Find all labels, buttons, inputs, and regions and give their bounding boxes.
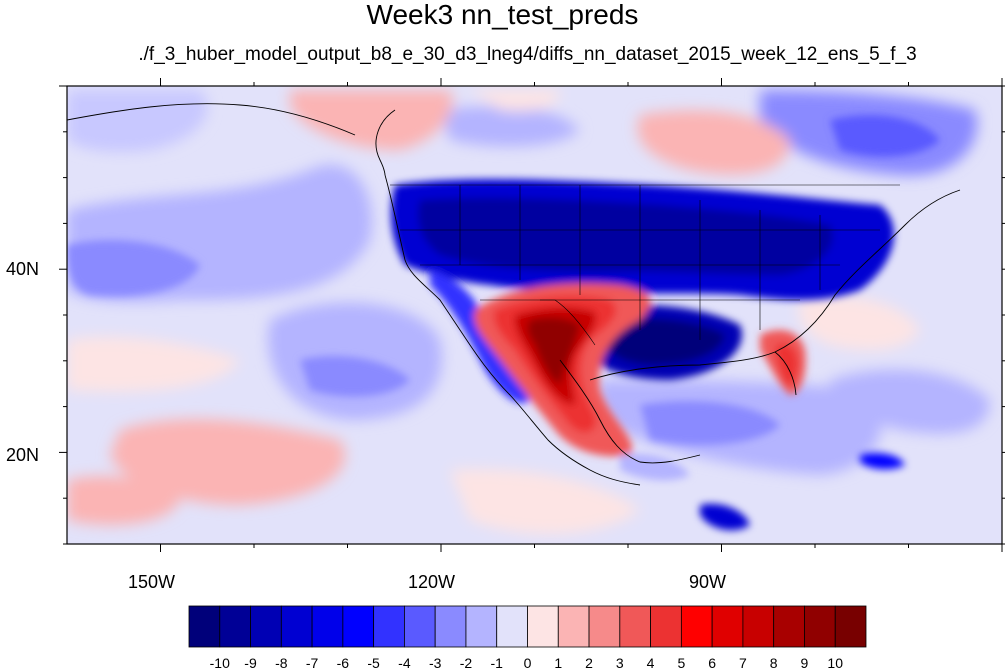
colorbar-swatch	[527, 605, 559, 648]
anomaly-field	[67, 86, 1002, 544]
colorbar-tick-label: 9	[800, 655, 809, 671]
colorbar-tick-label: -7	[305, 655, 319, 671]
colorbar-swatch	[250, 605, 282, 648]
anomaly-blobs-core	[67, 115, 940, 531]
lon-label-120w: 120W	[408, 572, 456, 592]
colorbar-tick-label: 2	[585, 655, 593, 671]
colorbar-swatch	[434, 605, 467, 648]
colorbar-swatch	[557, 605, 590, 648]
colorbar-swatch	[311, 605, 344, 648]
colorbar-swatch	[650, 605, 682, 648]
colorbar-tick-label: -5	[367, 655, 380, 671]
colorbar-tick-label: -1	[490, 655, 503, 671]
colorbar-swatch	[804, 605, 836, 648]
lat-label-20n: 20N	[6, 445, 40, 465]
colorbar-swatch	[280, 605, 313, 648]
colorbar-tick-label: 10	[827, 655, 843, 671]
colorbar-swatch	[188, 605, 221, 648]
colorbar-tick-label: 6	[708, 655, 717, 671]
colorbar-tick-label: -9	[244, 655, 257, 671]
colorbar	[188, 605, 867, 648]
colorbar-tick-label: -10	[209, 655, 230, 671]
colorbar-tick-label: 7	[739, 655, 747, 671]
coastlines	[67, 103, 961, 486]
colorbar-swatch	[680, 605, 713, 648]
colorbar-swatch	[342, 605, 375, 648]
colorbar-swatch	[588, 605, 621, 648]
political-borders	[390, 184, 900, 346]
colorbar-swatch	[219, 605, 251, 648]
colorbar-tick-label: 0	[523, 655, 532, 671]
colorbar-tick-label: -6	[336, 655, 350, 671]
colorbar-tick-label: -2	[459, 655, 473, 671]
chart-subtitle: ./f_3_huber_model_output_b8_e_30_d3_lneg…	[138, 44, 917, 65]
chart-title: Week3 nn_test_preds	[366, 0, 639, 30]
lon-label-90w: 90W	[689, 572, 727, 592]
colorbar-swatch	[711, 605, 744, 648]
colorbar-swatch	[465, 605, 498, 648]
colorbar-tick-label: 4	[646, 655, 655, 671]
colorbar-tick-label: 8	[769, 655, 778, 671]
colorbar-tick-label: 3	[615, 655, 624, 671]
colorbar-tick-label: -8	[275, 655, 288, 671]
colorbar-tick-label: 1	[554, 655, 563, 671]
axis-ticks	[59, 78, 1005, 552]
colorbar-swatch	[773, 605, 805, 648]
colorbar-tick-label: -3	[428, 655, 442, 671]
lon-label-150w: 150W	[128, 572, 176, 592]
colorbar-swatch	[404, 605, 436, 648]
lat-label-40n: 40N	[6, 259, 40, 279]
colorbar-swatch	[742, 605, 775, 648]
colorbar-swatch	[373, 605, 405, 648]
colorbar-swatch	[496, 605, 528, 648]
colorbar-tick-label: -4	[398, 655, 411, 671]
colorbar-tick-label: 5	[677, 655, 686, 671]
colorbar-swatch	[619, 605, 651, 648]
colorbar-swatch	[834, 605, 867, 648]
